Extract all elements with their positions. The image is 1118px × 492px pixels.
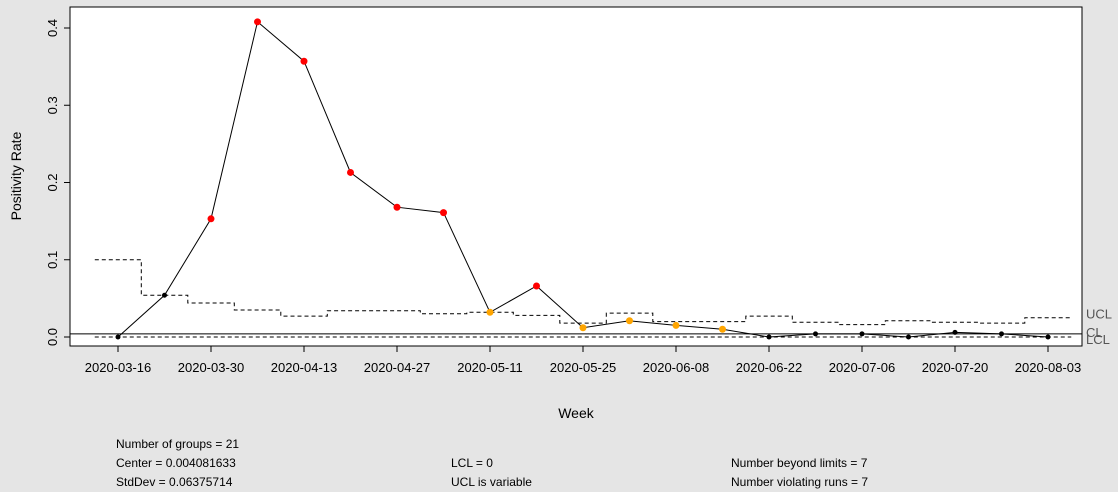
ucl-line <box>94 259 1072 326</box>
data-series <box>115 18 1051 340</box>
data-point-run <box>579 324 587 332</box>
stat-beyond-limits: Number beyond limits = 7 <box>731 456 868 470</box>
x-tick-label: 2020-05-11 <box>457 360 523 375</box>
data-point-beyond <box>440 209 447 217</box>
x-tick-label: 2020-07-20 <box>922 360 989 375</box>
data-point-run <box>486 308 494 316</box>
x-tick-label: 2020-07-06 <box>829 360 896 375</box>
data-point-normal <box>1045 334 1051 340</box>
lcl-label: LCL <box>1086 332 1110 347</box>
stat-groups: Number of groups = 21 <box>116 437 240 451</box>
x-tick-label: 2020-08-03 <box>1015 360 1082 375</box>
x-axis-title: Week <box>558 405 595 421</box>
x-tick-label: 2020-03-30 <box>178 360 245 375</box>
x-tick-label: 2020-06-22 <box>736 360 803 375</box>
ucl-label: UCL <box>1086 307 1112 322</box>
y-axis-title: Positivity Rate <box>8 131 24 220</box>
data-point-normal <box>766 334 772 340</box>
y-tick-label: 0.2 <box>45 173 60 191</box>
stat-ucl: UCL is variable <box>451 475 532 489</box>
data-point-beyond <box>254 18 261 26</box>
x-tick-label: 2020-05-25 <box>550 360 617 375</box>
x-tick-label: 2020-04-27 <box>364 360 431 375</box>
axes: 0.0 0.1 0.2 0.3 0.4 2020-03-16 2020-03-30 2020-… <box>45 19 1081 375</box>
data-point-run <box>719 325 726 333</box>
data-point-beyond <box>533 282 540 290</box>
data-point-normal <box>999 331 1004 337</box>
data-point-beyond <box>207 215 215 223</box>
data-point-beyond <box>347 168 354 176</box>
data-point-normal <box>813 331 818 337</box>
data-point-normal <box>859 331 865 337</box>
stat-stddev: StdDev = 0.06375714 <box>116 475 233 489</box>
data-point-run <box>626 317 633 325</box>
data-point-beyond <box>393 203 401 211</box>
data-point-normal <box>162 292 167 298</box>
stat-center: Center = 0.004081633 <box>116 456 236 470</box>
x-tick-label: 2020-04-13 <box>271 360 338 375</box>
data-point-normal <box>952 329 958 335</box>
stat-violating-runs: Number violating runs = 7 <box>731 475 869 489</box>
x-tick-label: 2020-03-16 <box>85 360 152 375</box>
plot-area <box>69 6 1083 347</box>
stat-lcl: LCL = 0 <box>451 456 493 470</box>
y-tick-label: 0.4 <box>45 19 60 37</box>
y-tick-label: 0.0 <box>45 328 60 346</box>
data-point-beyond <box>300 57 308 65</box>
data-point-normal <box>115 334 121 340</box>
data-point-normal <box>906 334 911 340</box>
cl-label: CL <box>1086 325 1103 340</box>
y-tick-label: 0.1 <box>45 251 60 269</box>
x-tick-label: 2020-06-08 <box>643 360 710 375</box>
y-tick-label: 0.3 <box>45 96 60 114</box>
data-point-run <box>672 321 680 329</box>
